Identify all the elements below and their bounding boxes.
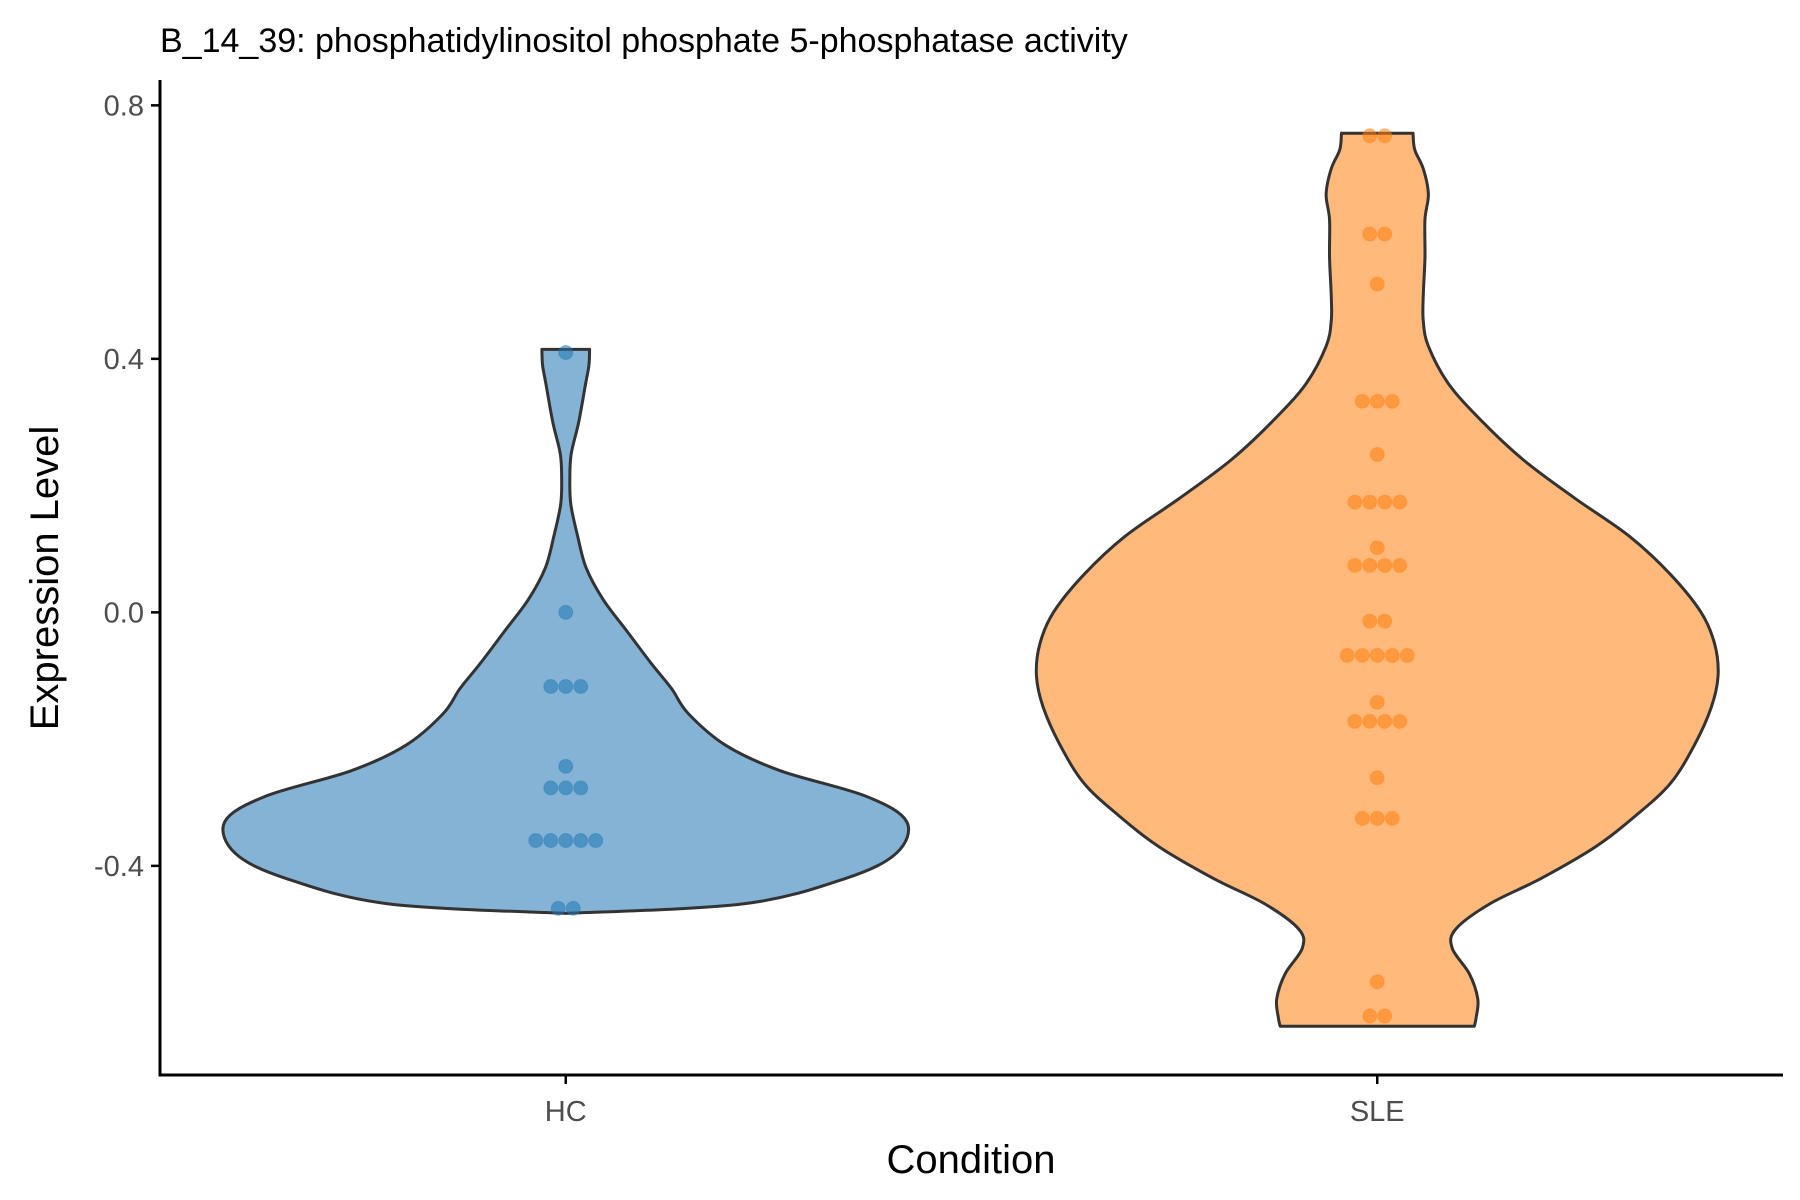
y-axis-title: Expression Level [23, 426, 67, 731]
data-point-sle [1377, 494, 1393, 510]
data-point-hc [573, 833, 589, 849]
chart-title: B_14_39: phosphatidylinositol phosphate … [160, 22, 1128, 60]
data-point-sle [1369, 447, 1385, 463]
data-point-sle [1362, 557, 1378, 573]
data-point-sle [1362, 613, 1378, 629]
violin-hc [221, 347, 911, 915]
data-point-sle [1399, 647, 1415, 663]
data-point-sle [1362, 494, 1378, 510]
data-point-hc [558, 345, 574, 361]
data-point-sle [1362, 226, 1378, 242]
data-point-sle [1347, 557, 1363, 573]
data-point-sle [1362, 713, 1378, 729]
violin-layer [221, 131, 1720, 1028]
data-point-hc [550, 900, 566, 916]
x-tick-label: SLE [1350, 1096, 1405, 1128]
data-point-sle [1354, 393, 1370, 409]
data-point-sle [1377, 613, 1393, 629]
data-point-hc [573, 679, 589, 695]
data-point-sle [1347, 494, 1363, 510]
data-point-hc [528, 833, 544, 849]
data-point-sle [1377, 1008, 1393, 1024]
y-tick-label: -0.4 [94, 851, 144, 883]
data-point-sle [1384, 647, 1400, 663]
data-point-sle [1369, 647, 1385, 663]
y-tick-label: 0.4 [104, 344, 144, 376]
x-axis-ticks: HC SLE [545, 1075, 1405, 1128]
data-point-sle [1377, 713, 1393, 729]
x-axis-title: Condition [886, 1138, 1055, 1182]
data-point-hc [558, 604, 574, 620]
y-tick-label: 0.8 [104, 90, 144, 122]
y-axis-ticks: -0.4 0.0 0.4 0.8 [94, 90, 160, 883]
data-point-sle [1392, 557, 1408, 573]
data-point-sle [1369, 393, 1385, 409]
data-point-sle [1369, 810, 1385, 826]
data-point-sle [1362, 128, 1378, 144]
data-point-hc [543, 780, 559, 796]
data-point-sle [1369, 770, 1385, 786]
data-point-sle [1347, 713, 1363, 729]
data-point-hc [558, 679, 574, 695]
data-point-hc [565, 900, 581, 916]
x-tick-label: HC [545, 1096, 587, 1128]
data-point-hc [588, 833, 604, 849]
data-point-sle [1362, 1008, 1378, 1024]
data-point-sle [1369, 276, 1385, 292]
data-point-sle [1369, 540, 1385, 556]
data-point-hc [573, 780, 589, 796]
data-point-hc [558, 780, 574, 796]
data-point-hc [543, 833, 559, 849]
data-point-sle [1377, 128, 1393, 144]
points-layer [528, 128, 1415, 1024]
data-point-sle [1384, 393, 1400, 409]
data-point-hc [558, 833, 574, 849]
data-point-sle [1392, 494, 1408, 510]
data-point-hc [543, 679, 559, 695]
data-point-sle [1369, 974, 1385, 990]
data-point-sle [1377, 557, 1393, 573]
data-point-sle [1377, 226, 1393, 242]
data-point-sle [1354, 647, 1370, 663]
data-point-sle [1392, 713, 1408, 729]
data-point-sle [1339, 647, 1355, 663]
y-tick-label: 0.0 [104, 597, 144, 629]
violin-sle [1034, 131, 1720, 1028]
data-point-hc [558, 758, 574, 774]
data-point-sle [1369, 694, 1385, 710]
data-point-sle [1354, 810, 1370, 826]
data-point-sle [1384, 810, 1400, 826]
